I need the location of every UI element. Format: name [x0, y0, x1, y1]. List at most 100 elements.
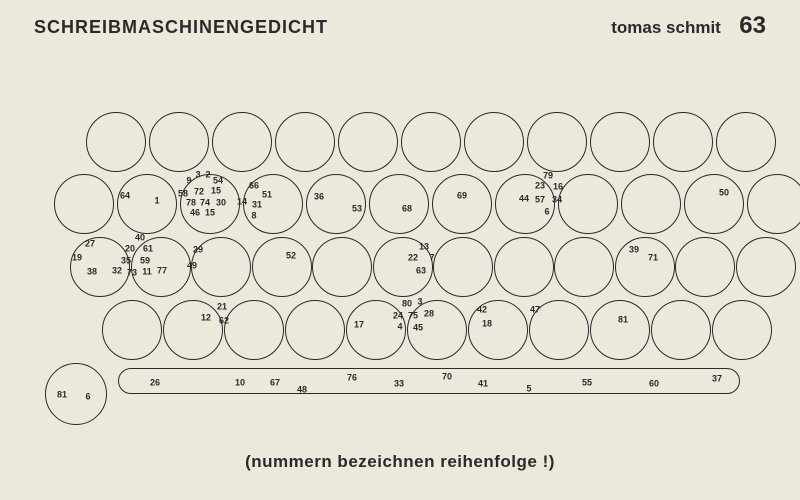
sequence-number: 3	[195, 171, 200, 180]
sequence-number: 46	[190, 209, 200, 218]
sequence-number: 66	[249, 182, 259, 191]
sequence-number: 15	[205, 209, 215, 218]
key-circle	[653, 112, 713, 172]
sequence-number: 34	[552, 196, 562, 205]
sequence-number: 29	[193, 246, 203, 255]
sequence-number: 72	[194, 188, 204, 197]
key-circle	[716, 112, 776, 172]
year: 63	[739, 12, 766, 39]
key-circle	[102, 300, 162, 360]
key-circle	[747, 174, 800, 234]
key-circle	[684, 174, 744, 234]
sequence-number: 23	[535, 182, 545, 191]
key-circle	[275, 112, 335, 172]
key-circle	[464, 112, 524, 172]
sequence-number: 47	[530, 306, 540, 315]
caption: (nummern bezeichnen reihenfolge !)	[0, 452, 800, 472]
sequence-number: 27	[85, 240, 95, 249]
sequence-number: 13	[419, 243, 429, 252]
key-circle	[86, 112, 146, 172]
sequence-number: 59	[140, 257, 150, 266]
sequence-number: 20	[125, 245, 135, 254]
sequence-number: 61	[143, 245, 153, 254]
sequence-number: 31	[252, 201, 262, 210]
sequence-number: 15	[211, 187, 221, 196]
sequence-number: 6	[544, 208, 549, 217]
key-circle	[338, 112, 398, 172]
key-circle	[285, 300, 345, 360]
key-circle	[712, 300, 772, 360]
sequence-number: 77	[157, 267, 167, 276]
key-circle	[590, 112, 650, 172]
key-circle	[590, 300, 650, 360]
sequence-number: 8	[251, 212, 256, 221]
sequence-number: 33	[394, 380, 404, 389]
sequence-number: 40	[135, 234, 145, 243]
sequence-number: 14	[237, 198, 247, 207]
sequence-number: 35	[121, 257, 131, 266]
key-circle	[54, 174, 114, 234]
key-circle	[495, 174, 555, 234]
sequence-number: 17	[354, 321, 364, 330]
key-circle	[651, 300, 711, 360]
sequence-number: 4	[397, 323, 402, 332]
key-circle	[117, 174, 177, 234]
sequence-number: 68	[402, 205, 412, 214]
sequence-number: 48	[297, 386, 307, 395]
sequence-number: 49	[187, 262, 197, 271]
sequence-number: 76	[347, 374, 357, 383]
key-circle	[615, 237, 675, 297]
key-circle	[527, 112, 587, 172]
sequence-number: 73	[127, 269, 137, 278]
sequence-number: 10	[235, 379, 245, 388]
sequence-number: 80	[402, 300, 412, 309]
key-circle	[401, 112, 461, 172]
key-circle	[494, 237, 554, 297]
sequence-number: 5	[526, 385, 531, 394]
key-circle	[554, 237, 614, 297]
sequence-number: 54	[213, 177, 223, 186]
sequence-number: 11	[142, 268, 152, 277]
key-circle	[252, 237, 312, 297]
sequence-number: 81	[618, 316, 628, 325]
key-circle	[432, 174, 492, 234]
sequence-number: 52	[286, 252, 296, 261]
sequence-number: 28	[424, 310, 434, 319]
sequence-number: 45	[413, 324, 423, 333]
sequence-number: 50	[719, 189, 729, 198]
key-circle	[558, 174, 618, 234]
sequence-number: 41	[478, 380, 488, 389]
key-circle	[736, 237, 796, 297]
sequence-number: 44	[519, 195, 529, 204]
title: SCHREIBMASCHINENGEDICHT	[34, 17, 328, 38]
sequence-number: 19	[72, 254, 82, 263]
sequence-number: 67	[270, 379, 280, 388]
sequence-number: 71	[648, 254, 658, 263]
sequence-number: 18	[482, 320, 492, 329]
sequence-number: 55	[582, 379, 592, 388]
sequence-number: 37	[712, 375, 722, 384]
sequence-number: 64	[120, 192, 130, 201]
spacebar	[118, 368, 740, 394]
sequence-number: 53	[352, 205, 362, 214]
sequence-number: 69	[457, 192, 467, 201]
sequence-number: 24	[393, 312, 403, 321]
sequence-number: 81	[57, 391, 67, 400]
sequence-number: 1	[154, 197, 159, 206]
sequence-number: 60	[649, 380, 659, 389]
sequence-number: 22	[408, 254, 418, 263]
sequence-number: 36	[314, 193, 324, 202]
sequence-number: 78	[186, 199, 196, 208]
sequence-number: 38	[87, 268, 97, 277]
shift-key-circle	[45, 363, 107, 425]
sequence-number: 9	[186, 177, 191, 186]
sequence-number: 75	[408, 312, 418, 321]
author-block: tomas schmit 63	[611, 12, 766, 40]
sequence-number: 74	[200, 199, 210, 208]
key-circle	[621, 174, 681, 234]
sequence-number: 12	[201, 314, 211, 323]
sequence-number: 30	[216, 199, 226, 208]
sequence-number: 3	[417, 298, 422, 307]
sequence-number: 39	[629, 246, 639, 255]
key-circle	[369, 174, 429, 234]
